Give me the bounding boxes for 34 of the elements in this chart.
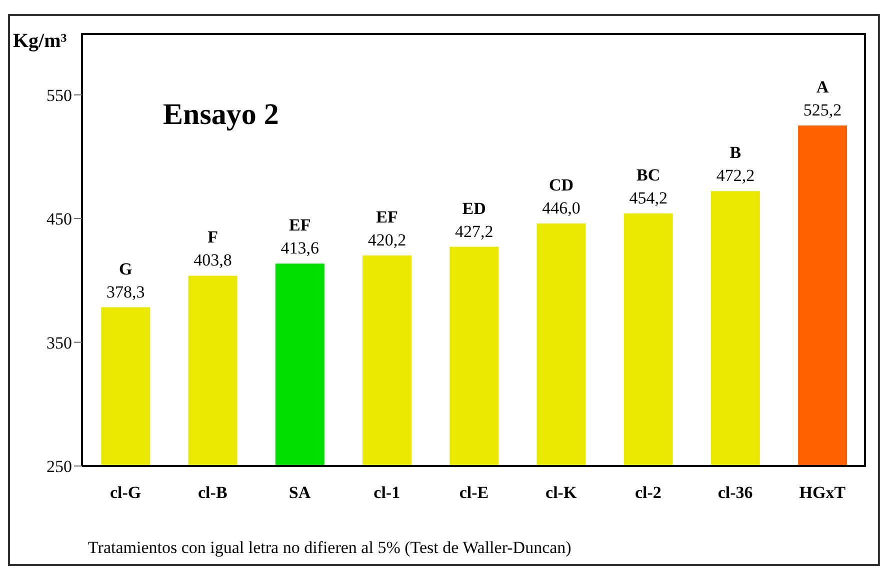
annotation: EF bbox=[289, 216, 311, 235]
y-tick-label: 350 bbox=[46, 333, 72, 352]
annotation: CD bbox=[548, 176, 574, 195]
text: Tratamientos con igual letra no difieren al 5% (Test de Waller-Duncan) bbox=[88, 538, 572, 558]
x-tick-label: cl-G bbox=[110, 483, 142, 502]
y-tick-label: 250 bbox=[46, 457, 72, 476]
x-tick-label: cl-B bbox=[198, 483, 228, 502]
x-tick-label: SA bbox=[288, 483, 312, 502]
data-label: 472,2 bbox=[716, 166, 755, 186]
data-label: 446,0 bbox=[542, 198, 580, 218]
data-label: 413,6 bbox=[280, 238, 320, 258]
annotation: B bbox=[730, 143, 742, 162]
annotation: A bbox=[816, 78, 830, 97]
data-label: 454,2 bbox=[629, 188, 668, 208]
y-axis-title: Kg/m³ bbox=[13, 30, 67, 53]
annotation: ED bbox=[462, 198, 486, 218]
data-label: 427,2 bbox=[454, 222, 494, 241]
y-tick-label: 550 bbox=[46, 86, 72, 105]
x-tick-label: HGxT bbox=[799, 483, 846, 502]
text: Ensayo 2 bbox=[163, 98, 279, 132]
x-tick-label: cl-2 bbox=[635, 483, 662, 502]
annotation: BC bbox=[636, 165, 660, 184]
data-label: 420,2 bbox=[368, 230, 406, 250]
x-tick-label: cl-K bbox=[546, 483, 578, 502]
x-tick-label: cl-E bbox=[459, 483, 489, 502]
data-label: 403,8 bbox=[194, 250, 232, 270]
annotation: EF bbox=[376, 207, 398, 226]
x-tick-label: cl-36 bbox=[718, 483, 753, 502]
x-tick-label: cl-1 bbox=[374, 483, 400, 502]
data-label: 378,3 bbox=[106, 282, 145, 302]
annotation: G bbox=[119, 259, 132, 278]
data-label: 525,2 bbox=[803, 100, 842, 120]
y-tick-label: 450 bbox=[46, 210, 72, 229]
annotation: F bbox=[208, 228, 218, 247]
